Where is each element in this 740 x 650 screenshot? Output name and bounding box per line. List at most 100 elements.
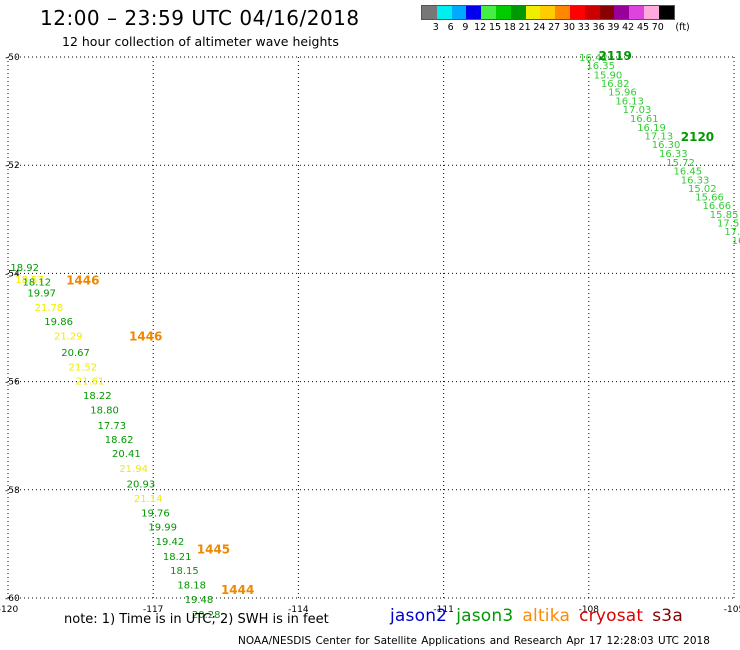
time-label: 1446 <box>129 330 162 344</box>
swh-value: 15.66 <box>695 193 724 204</box>
swh-value: 16.82 <box>601 79 630 90</box>
scale-swatch <box>555 6 570 19</box>
scale-swatch <box>495 6 511 19</box>
lon-label: -105 <box>724 605 740 615</box>
swh-value: 16.33 <box>681 175 710 186</box>
swh-value: 19.86 <box>44 317 73 328</box>
swh-value: 18.21 <box>163 552 192 563</box>
swh-value: 15.96 <box>608 88 637 99</box>
swh-value: 18.15 <box>170 566 199 577</box>
swh-value: 16.42 <box>579 53 608 64</box>
scale-swatch <box>569 6 585 19</box>
scale-label: 18 <box>503 22 516 33</box>
scale-swatch <box>481 6 496 19</box>
map-axis-labels: -50 -52 -54 -56 -58 -60-120 -117 -114 -111 -108 -1… <box>0 53 740 615</box>
lon-label: -120 <box>0 605 18 615</box>
swh-value: 16.13 <box>615 96 644 107</box>
lat-label: -54 <box>5 269 20 279</box>
swh-value: 16.30 <box>652 140 681 151</box>
swh-value: 16.66 <box>703 201 732 212</box>
legend-item-jason3: jason3 <box>456 606 514 626</box>
color-scale-swatches <box>421 5 675 20</box>
swh-value: 20.28 <box>192 610 221 621</box>
time-label: 2120 <box>681 130 714 144</box>
swh-value: 16.33 <box>659 149 688 160</box>
swh-value: 21.14 <box>134 494 163 505</box>
color-scale-labels: 3 6 9 12 15 18 21 24 27 30 33 36 39 42 45 70 (ft) <box>421 20 690 33</box>
scale-swatch <box>466 6 482 19</box>
swh-value: 17.57 <box>717 219 740 230</box>
swh-value: 16.61 <box>630 114 659 125</box>
legend-item-cryosat: cryosat <box>579 606 644 626</box>
lon-label: -108 <box>579 605 600 615</box>
map-grid <box>7 56 735 599</box>
scale-label: 9 <box>462 22 469 33</box>
scale-label: 21 <box>518 22 531 33</box>
swh-value: 18.80 <box>90 406 119 417</box>
scale-swatch <box>436 6 452 19</box>
swh-value: 15.90 <box>594 70 623 81</box>
legend-item-s3a: s3a <box>652 606 683 626</box>
swh-value: 19.97 <box>27 288 56 299</box>
time-label: 1446 <box>66 273 99 287</box>
scale-label: 12 <box>474 22 487 33</box>
swh-value: 18.62 <box>105 435 134 446</box>
swh-value: 15.72 <box>666 158 695 169</box>
swh-value: 17.03 <box>623 105 652 116</box>
swh-value: 21.78 <box>35 303 64 314</box>
legend-item-altika: altika <box>522 606 571 626</box>
scale-swatch <box>451 6 467 19</box>
scale-swatch <box>599 6 615 19</box>
scale-swatch <box>422 6 437 19</box>
scale-swatch <box>643 6 659 19</box>
scale-label: 27 <box>548 22 561 33</box>
time-label: 1445 <box>197 542 230 556</box>
swh-value: 18.22 <box>83 391 112 402</box>
page-title: 12:00 – 23:59 UTC 04/16/2018 <box>40 6 360 30</box>
scale-swatch <box>584 6 600 19</box>
swh-value: 21.94 <box>119 464 148 475</box>
scale-label: 36 <box>592 22 605 33</box>
swh-value: 16.95 <box>732 236 740 247</box>
scale-label: 45 <box>636 22 650 33</box>
lat-label: -56 <box>5 378 20 388</box>
swh-value: 19.48 <box>185 595 214 606</box>
footnote: note: 1) Time is in UTC; 2) SWH is in fe… <box>64 612 329 627</box>
color-scale: 3 6 9 12 15 18 21 24 27 30 33 36 39 42 45 70 (ft) <box>421 5 690 33</box>
swh-value: 21.52 <box>69 362 98 373</box>
swh-value: 20.93 <box>127 479 156 490</box>
swh-value: 15.85 <box>710 210 739 221</box>
swh-value: 16.19 <box>637 123 666 134</box>
scale-label: 42 <box>622 22 635 33</box>
swh-value: 16.35 <box>586 61 615 72</box>
swh-value: 19.42 <box>156 537 185 548</box>
lat-label: -58 <box>5 486 20 496</box>
scale-label: 24 <box>533 22 546 33</box>
swh-value: 17.02 <box>724 227 740 238</box>
scale-swatch <box>658 6 674 19</box>
scale-label: 70 <box>651 22 664 33</box>
swh-value: 18.92 <box>10 263 39 274</box>
swh-value: 21.61 <box>76 377 105 388</box>
scale-swatch <box>629 6 644 19</box>
swh-value: 15.02 <box>688 184 717 195</box>
scale-label: 3 <box>432 22 439 33</box>
scale-swatch <box>540 6 556 19</box>
swh-value: 19.76 <box>141 509 170 520</box>
lat-label: -52 <box>5 161 20 171</box>
credit-line: NOAA/NESDIS Center for Satellite Applica… <box>238 635 710 647</box>
swh-value: 20.67 <box>61 348 90 359</box>
scale-label: 15 <box>488 22 502 33</box>
lon-label: -114 <box>288 605 309 615</box>
lon-label: -111 <box>433 605 453 615</box>
scale-label: 33 <box>577 22 590 33</box>
swh-value: 17.13 <box>644 131 673 142</box>
scale-swatch <box>525 6 541 19</box>
satellite-tracks: 16.4216.3515.9016.8215.9616.1317.0316.61… <box>10 49 740 621</box>
legend-item-jason2: jason2 <box>390 606 448 626</box>
swh-value: 18.57 <box>15 275 44 286</box>
scale-swatch <box>614 6 630 19</box>
scale-unit: (ft) <box>675 22 690 33</box>
lat-label: -50 <box>5 53 20 63</box>
